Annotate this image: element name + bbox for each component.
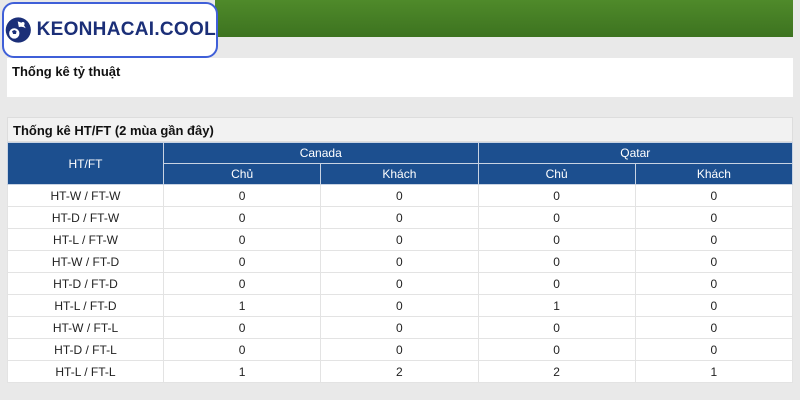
logo-text: KEONHACAI.COOL (36, 19, 216, 40)
cell: 0 (634, 206, 794, 229)
cell: 2 (477, 360, 636, 383)
data-row: HT-D / FT-D 0 0 0 0 (7, 272, 794, 295)
cell: 0 (162, 184, 322, 207)
data-row: HT-W / FT-L 0 0 0 0 (7, 316, 794, 339)
row-label: HT-W / FT-D (7, 250, 164, 273)
cell: 1 (162, 360, 322, 383)
team-header: Canada (163, 142, 479, 164)
cell: 0 (477, 250, 636, 273)
cell: 0 (477, 338, 636, 361)
team-header: Qatar (477, 142, 793, 164)
cell: 0 (320, 206, 479, 229)
section-title: Thống kê HT/FT (2 mùa gần đây) (7, 117, 793, 142)
cell: 0 (634, 228, 794, 251)
data-row: HT-L / FT-L 1 2 2 1 (7, 360, 794, 383)
cell: 0 (162, 250, 322, 273)
cell: 0 (162, 338, 322, 361)
logo[interactable]: KEONHACAI.COOL (2, 2, 218, 58)
data-row: HT-D / FT-L 0 0 0 0 (7, 338, 794, 361)
cell: 0 (162, 272, 322, 295)
data-row: HT-L / FT-D 1 0 1 0 (7, 294, 794, 317)
cell: 0 (634, 184, 794, 207)
cell: 1 (162, 294, 322, 317)
sub-header: Chủ (162, 163, 322, 185)
cell: 0 (477, 316, 636, 339)
section-title: Thống kê tỷ thuật (12, 64, 121, 79)
row-label: HT-W / FT-L (7, 316, 164, 339)
cell: 0 (162, 228, 322, 251)
header-row: HT/FT Canada Qatar (7, 142, 793, 185)
cell: 0 (477, 228, 636, 251)
cell: 0 (162, 206, 322, 229)
row-label: HT-D / FT-D (7, 272, 164, 295)
data-row: HT-W / FT-D 0 0 0 0 (7, 250, 794, 273)
cell: 1 (477, 294, 636, 317)
data-row: HT-L / FT-W 0 0 0 0 (7, 228, 794, 251)
logo-icon (5, 17, 31, 43)
cell: 0 (320, 272, 479, 295)
row-label: HT-L / FT-D (7, 294, 164, 317)
row-label: HT-D / FT-L (7, 338, 164, 361)
cell: 1 (634, 360, 794, 383)
cell: 0 (634, 316, 794, 339)
data-row: HT-D / FT-W 0 0 0 0 (7, 206, 794, 229)
cell: 2 (320, 360, 479, 383)
cell: 0 (477, 184, 636, 207)
banner (215, 0, 793, 37)
sub-header: Khách (634, 163, 794, 185)
corner-header: HT/FT (7, 142, 164, 185)
row-label: HT-L / FT-L (7, 360, 164, 383)
cell: 0 (320, 316, 479, 339)
cell: 0 (634, 294, 794, 317)
cell: 0 (320, 294, 479, 317)
row-label: HT-L / FT-W (7, 228, 164, 251)
data-row: HT-W / FT-W 0 0 0 0 (7, 184, 794, 207)
cell: 0 (477, 272, 636, 295)
section: Thống kê tỷ thuật (7, 58, 793, 97)
stats-table: HT/FT Canada Qatar Chủ Khách Chủ Khách HT-W / F… (7, 142, 794, 383)
row-label: HT-W / FT-W (7, 184, 164, 207)
row-label: HT-D / FT-W (7, 206, 164, 229)
cell: 0 (162, 316, 322, 339)
sub-header: Chủ (477, 163, 636, 185)
cell: 0 (320, 184, 479, 207)
cell: 0 (477, 206, 636, 229)
header-row: Chủ Khách Chủ Khách (8, 163, 794, 185)
cell: 0 (634, 272, 794, 295)
cell: 0 (320, 228, 479, 251)
section: Thống kê HT/FT (2 mùa gần đây) HT/FT Cana… (7, 117, 794, 383)
sub-header: Khách (320, 163, 479, 185)
cell: 0 (320, 338, 479, 361)
cell: 0 (320, 250, 479, 273)
cell: 0 (634, 338, 794, 361)
cell: 0 (634, 250, 794, 273)
